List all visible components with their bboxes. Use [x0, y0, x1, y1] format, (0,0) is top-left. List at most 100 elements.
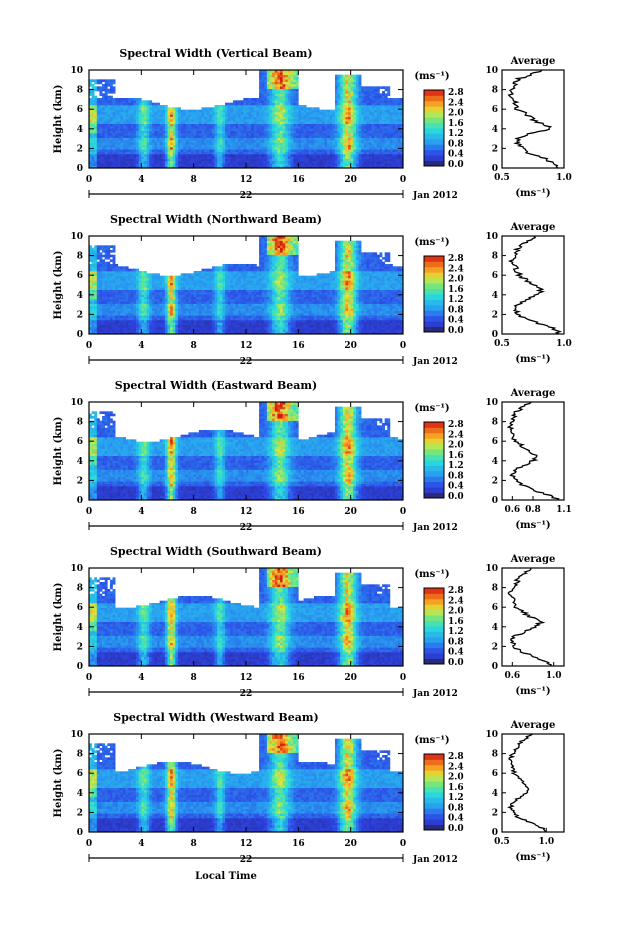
heatmap-cell — [274, 119, 278, 122]
heatmap-cell — [319, 144, 323, 148]
heatmap-cell — [136, 313, 140, 316]
heatmap-cell — [395, 100, 399, 103]
heatmap-cell — [314, 154, 317, 157]
heatmap-cell — [350, 123, 354, 127]
heatmap-cell — [151, 273, 155, 276]
heatmap-cell — [206, 116, 210, 120]
heatmap-cell — [204, 119, 208, 122]
heatmap-cell — [159, 285, 163, 288]
heatmap-cell — [329, 142, 333, 145]
heatmap-cell — [316, 121, 320, 124]
heatmap-cell — [266, 109, 270, 113]
heatmap-cell — [225, 112, 228, 115]
heatmap-cell — [214, 130, 218, 134]
heatmap-cell — [308, 137, 312, 141]
heatmap-cell — [348, 107, 351, 110]
heatmap-cell — [319, 142, 323, 145]
heatmap-cell — [141, 285, 145, 288]
heatmap-cell — [94, 315, 98, 318]
heatmap-cell — [102, 98, 105, 101]
heatmap-cell — [345, 100, 349, 103]
heatmap-cell — [329, 126, 333, 129]
heatmap-cell — [334, 77, 338, 80]
colorbar-tick-label: 0.0 — [448, 160, 464, 170]
heatmap-cell — [120, 329, 124, 332]
heatmap-cell — [123, 114, 126, 117]
heatmap-cell — [400, 114, 404, 117]
heatmap-cell — [120, 112, 124, 115]
heatmap-cell — [400, 137, 404, 141]
heatmap-cell — [363, 121, 367, 124]
heatmap-cell — [384, 165, 388, 169]
heatmap-cell — [319, 121, 323, 124]
heatmap-cell — [196, 128, 200, 131]
heatmap-cell — [285, 100, 289, 103]
heatmap-cell — [355, 154, 359, 157]
heatmap-cell — [120, 324, 124, 328]
heatmap-cell — [130, 329, 134, 332]
heatmap-cell — [334, 133, 338, 136]
heatmap-cell — [167, 306, 171, 309]
heatmap-cell — [159, 128, 163, 131]
heatmap-cell — [206, 144, 210, 148]
heatmap-cell — [358, 116, 362, 120]
heatmap-cell — [172, 289, 176, 293]
heatmap-cell — [196, 142, 200, 145]
heatmap-cell — [311, 163, 315, 166]
heatmap-cell — [89, 308, 92, 311]
heatmap-cell — [355, 165, 359, 169]
heatmap-cell — [295, 102, 299, 106]
heatmap-cell — [180, 292, 184, 295]
heatmap-cell — [109, 137, 113, 141]
heatmap-cell — [154, 310, 158, 314]
heatmap-cell — [230, 128, 234, 131]
heatmap-cell — [384, 107, 388, 110]
heatmap-cell — [154, 308, 158, 311]
heatmap-cell — [243, 130, 247, 134]
heatmap-cell — [400, 116, 404, 120]
heatmap-cell — [112, 259, 116, 262]
heatmap-cell — [246, 142, 249, 145]
heatmap-cell — [382, 102, 385, 106]
heatmap-cell — [175, 116, 179, 120]
heatmap-cell — [397, 98, 401, 101]
heatmap-cell — [96, 282, 100, 286]
heatmap-cell — [353, 100, 357, 103]
heatmap-cell — [379, 135, 383, 138]
heatmap-cell — [382, 137, 385, 141]
heatmap-cell — [259, 70, 262, 73]
heatmap-cell — [94, 266, 98, 269]
heatmap-cell — [355, 105, 359, 108]
heatmap-cell — [146, 140, 150, 143]
heatmap-cell — [177, 287, 181, 290]
heatmap-cell — [211, 135, 215, 138]
heatmap-cell — [209, 154, 213, 157]
heatmap-cell — [348, 105, 351, 108]
heatmap-cell — [177, 116, 181, 120]
heatmap-cell — [371, 119, 375, 122]
heatmap-cell — [285, 149, 289, 152]
heatmap-cell — [109, 140, 113, 143]
heatmap-cell — [287, 74, 291, 78]
heatmap-cell — [227, 126, 231, 129]
heatmap-cell — [285, 128, 289, 131]
heatmap-cell — [204, 142, 208, 145]
heatmap-cell — [146, 165, 150, 169]
heatmap-cell — [316, 119, 320, 122]
heatmap-cell — [222, 109, 226, 113]
heatmap-cell — [172, 324, 176, 328]
heatmap-cell — [240, 126, 244, 129]
heatmap-cell — [133, 320, 137, 323]
heatmap-cell — [117, 329, 121, 332]
heatmap-cell — [91, 308, 95, 311]
heatmap-cell — [376, 154, 380, 157]
heatmap-cell — [120, 268, 124, 272]
heatmap-cell — [314, 107, 317, 110]
heatmap-cell — [102, 163, 105, 166]
heatmap-cell — [159, 322, 163, 325]
heatmap-cell — [180, 282, 184, 286]
heatmap-cell — [350, 114, 354, 117]
heatmap-cell — [143, 147, 147, 150]
heatmap-cell — [256, 102, 260, 106]
heatmap-cell — [151, 275, 155, 279]
